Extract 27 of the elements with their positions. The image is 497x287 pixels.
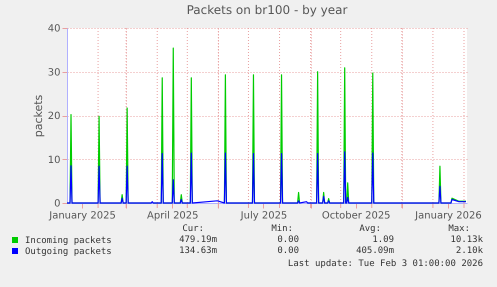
y-tick-label: 40 <box>48 24 60 34</box>
text: Min: <box>271 224 293 234</box>
text: Avg: <box>359 224 381 234</box>
x-tick-label: October 2025 <box>322 210 391 222</box>
x-tick-label: January 2026 <box>414 210 482 222</box>
text: 1.09 <box>372 235 394 245</box>
x-tick-label: January 2025 <box>48 210 116 222</box>
y-tick-label: 30 <box>48 67 60 78</box>
text: 10.13k <box>450 235 484 245</box>
text: Last update: Tue Feb 3 01:00:00 2026 <box>288 259 483 269</box>
y-tick-label: 10 <box>48 154 60 166</box>
y-axis-title: packets <box>32 94 45 138</box>
text: 0.00 <box>277 246 299 256</box>
text: 405.09m <box>356 246 394 256</box>
legend-label: Outgoing packets <box>25 247 112 257</box>
text: Max: <box>448 224 470 234</box>
legend-label: Incoming packets <box>25 236 112 246</box>
text: 134.63m <box>179 246 217 256</box>
y-tick-label: 0 <box>54 198 60 210</box>
y-tick-label: 20 <box>48 111 60 122</box>
text: Cur: <box>182 224 204 234</box>
x-tick-label: April 2025 <box>147 210 199 222</box>
text: 479.19m <box>179 235 217 245</box>
chart-title: Packets on br100 - by year <box>186 3 348 17</box>
text: 2.10k <box>456 246 484 256</box>
x-tick-label: July 2025 <box>240 210 288 222</box>
text: 0.00 <box>277 235 299 245</box>
